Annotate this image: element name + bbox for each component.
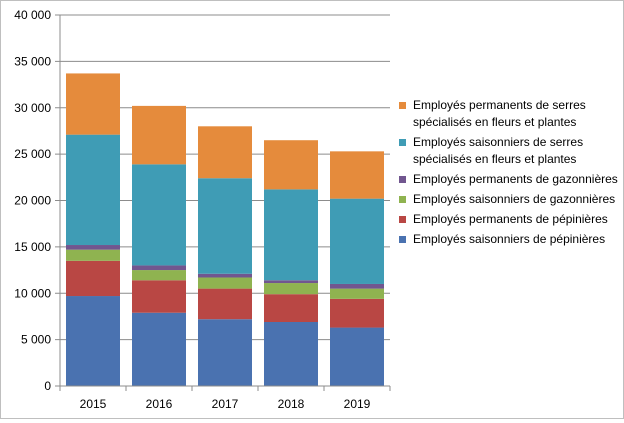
bar-segment: [264, 280, 318, 284]
y-axis-ticks: 0 5 000 10 000 15 000 20 000 25 000 30 000 35 0…: [14, 8, 60, 393]
legend-swatch: [399, 176, 406, 183]
y-tick-label: 5 000: [21, 333, 51, 347]
bar-segment: [330, 327, 384, 386]
legend-swatch: [399, 139, 406, 146]
bar-segment: [330, 283, 384, 289]
bar-segment: [132, 312, 186, 386]
bar-segment: [264, 322, 318, 386]
legend-label: Employés saisonniers de gazonnières: [413, 192, 616, 206]
bar-segment: [66, 134, 120, 246]
y-tick-label: 25 000: [14, 147, 51, 161]
legend-swatch: [399, 236, 406, 243]
bar-segment: [66, 249, 120, 261]
bar-segment: [198, 126, 252, 179]
bar-segment: [132, 265, 186, 271]
legend-swatch: [399, 216, 406, 223]
y-tick-label: 30 000: [14, 101, 51, 115]
bar-segment: [330, 288, 384, 299]
legend-item: Employés permanents de serres spécialisé…: [399, 97, 621, 131]
legend-label: Employés saisonniers de serres spécialis…: [413, 135, 584, 166]
legend-label: Employés permanents de pépinières: [413, 212, 608, 226]
bar-segment: [330, 151, 384, 199]
legend-swatch: [399, 102, 406, 109]
legend-label: Employés permanents de gazonnières: [413, 172, 618, 186]
bar-segment: [198, 288, 252, 320]
bar-segment: [330, 198, 384, 284]
bar-segment: [66, 260, 120, 297]
legend-item: Employés permanents de pépinières: [399, 211, 621, 228]
bar-segment: [66, 245, 120, 250]
legend-swatch: [399, 196, 406, 203]
x-tick-label: 2019: [344, 397, 371, 411]
bar-segment: [132, 105, 186, 165]
legend-label: Employés saisonniers de pépinières: [413, 232, 606, 246]
x-axis-ticks: 2015 2016 2017 2018 2019: [59, 386, 391, 411]
legend-item: Employés saisonniers de pépinières: [399, 231, 621, 248]
axes: [59, 15, 390, 387]
bar-segment: [264, 140, 318, 190]
bar-segment: [132, 280, 186, 313]
bar-segment: [264, 283, 318, 295]
x-tick-label: 2017: [212, 397, 239, 411]
legend-label: Employés permanents de serres spécialisé…: [413, 98, 586, 129]
legend-item: Employés permanents de gazonnières: [399, 171, 621, 188]
bar-segment: [198, 273, 252, 278]
y-tick-label: 10 000: [14, 286, 51, 300]
bar-segment: [132, 270, 186, 281]
x-tick-label: 2018: [278, 397, 305, 411]
bar-segment: [66, 73, 120, 135]
bars: [66, 73, 384, 386]
bar-segment: [198, 277, 252, 289]
bar-segment: [264, 189, 318, 281]
y-tick-label: 35 000: [14, 54, 51, 68]
x-tick-label: 2015: [80, 397, 107, 411]
y-tick-label: 0: [44, 379, 51, 393]
x-tick-label: 2016: [146, 397, 173, 411]
bar-segment: [330, 298, 384, 328]
legend: Employés permanents de serres spécialisé…: [399, 97, 621, 251]
bar-segment: [132, 164, 186, 266]
bar-segment: [198, 319, 252, 386]
legend-item: Employés saisonniers de gazonnières: [399, 191, 621, 208]
y-tick-label: 15 000: [14, 240, 51, 254]
y-tick-label: 20 000: [14, 194, 51, 208]
y-tick-label: 40 000: [14, 8, 51, 22]
bar-segment: [264, 294, 318, 323]
legend-item: Employés saisonniers de serres spécialis…: [399, 134, 621, 168]
bar-segment: [198, 178, 252, 274]
bar-segment: [66, 296, 120, 386]
